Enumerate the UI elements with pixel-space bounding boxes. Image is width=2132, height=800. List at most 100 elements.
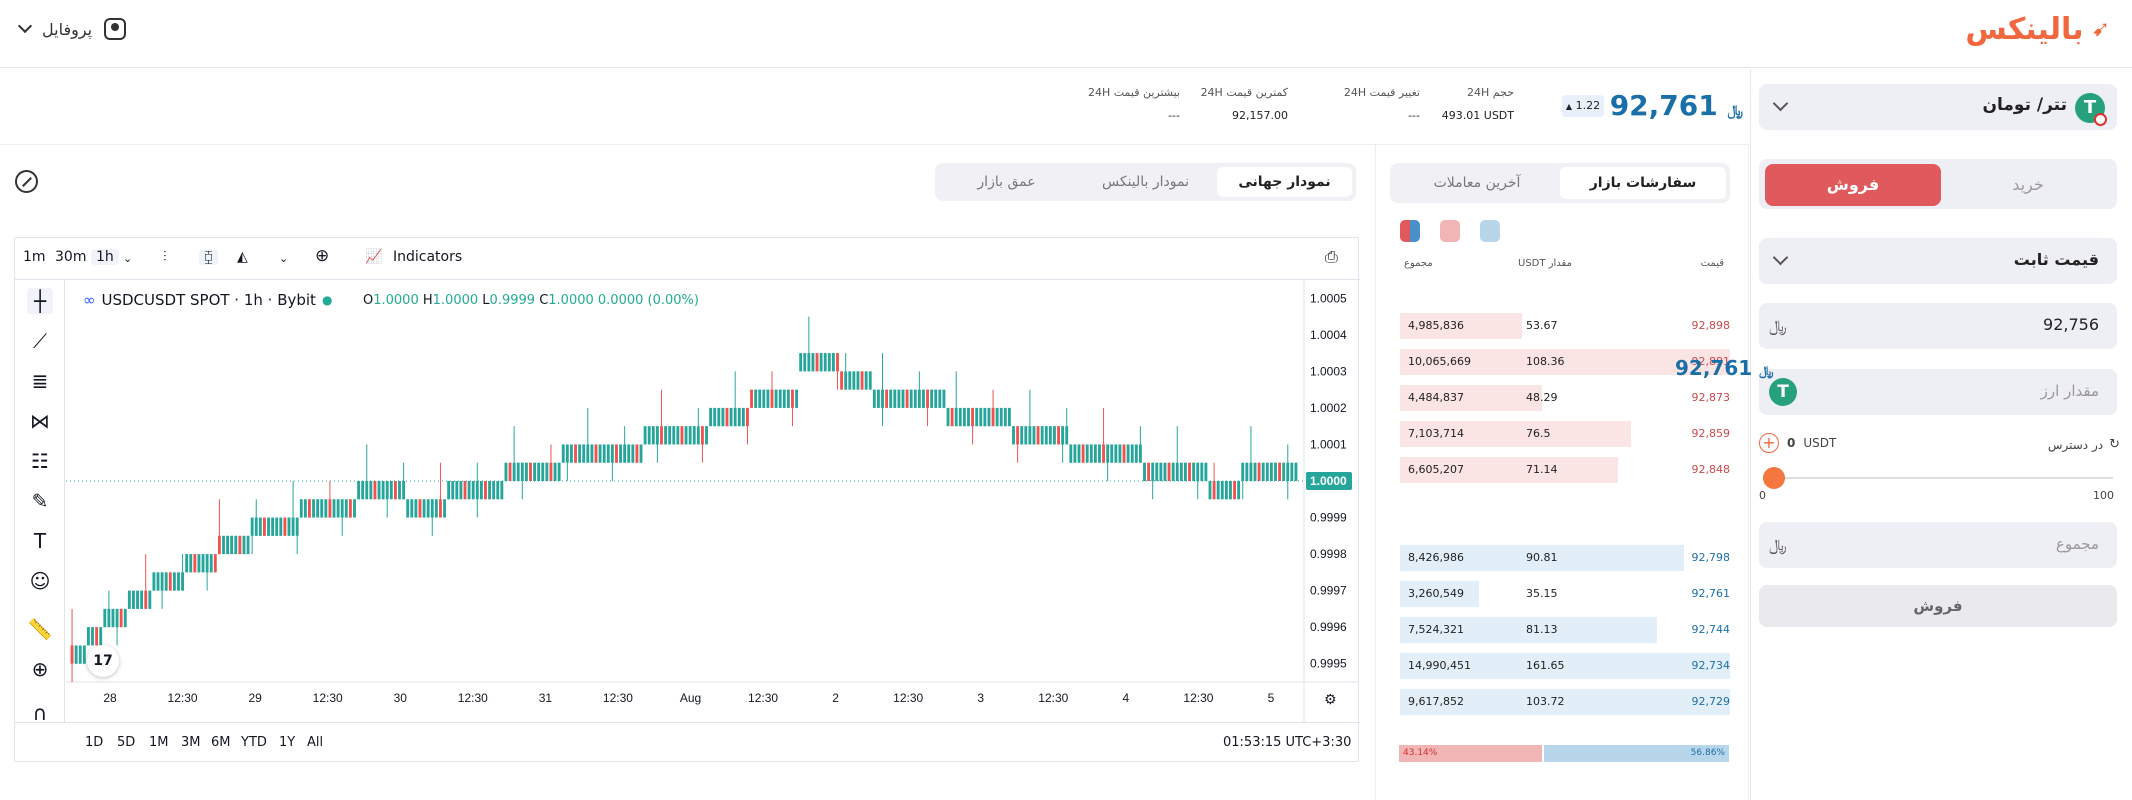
candle-body [115, 608, 119, 628]
bar-style-icon[interactable]: ⫶ [163, 249, 167, 265]
text-icon[interactable]: T [33, 529, 47, 553]
ask-total: 6,605,207 [1408, 463, 1464, 476]
bid-depth-bar [1400, 617, 1658, 643]
available-value: 0 [1787, 436, 1796, 450]
range-1m[interactable]: 1M [149, 735, 169, 750]
bid-row[interactable]: 92,798 90.81 8,426,986 [1400, 545, 1730, 571]
range-5d[interactable]: 5D [117, 735, 136, 750]
ask-price: 92,898 [1691, 319, 1731, 332]
bid-row[interactable]: 92,761 35.15 3,260,549 [1400, 581, 1730, 607]
bid-row[interactable]: 92,744 81.13 7,524,321 [1400, 617, 1730, 643]
order-type-select[interactable]: قیمت ثابت [1759, 238, 2117, 284]
zoom-icon[interactable]: ⊕ [31, 657, 49, 681]
crosshair-icon[interactable]: ┼ [27, 288, 53, 314]
pair-selector[interactable]: T تتر/ تومان [1759, 84, 2117, 130]
ask-depth-bar [1400, 421, 1631, 447]
candle-body [1249, 462, 1253, 481]
indicators-icon[interactable]: 📈 [365, 249, 383, 265]
candle-body [942, 389, 946, 408]
submit-sell-button[interactable]: فروش [1759, 585, 2117, 627]
candle-body [962, 407, 966, 427]
candle-body [1179, 462, 1183, 481]
ruler-icon[interactable]: 📏 [27, 617, 53, 641]
candle-body [1212, 481, 1216, 500]
range-all[interactable]: All [307, 735, 324, 750]
candle-body [434, 499, 438, 518]
tab-global-chart[interactable]: نمودار جهانی [1217, 167, 1352, 197]
magnet-icon[interactable]: ∩ [32, 701, 48, 725]
view-both-icon[interactable] [1400, 220, 1420, 242]
chart-clock[interactable]: 01:53:15 UTC+3:30 [1223, 735, 1352, 750]
amount-slider-knob[interactable] [1763, 467, 1785, 489]
sell-tab[interactable]: فروش [1765, 164, 1941, 206]
candle-body [185, 554, 189, 573]
interval-30m[interactable]: 30m [55, 249, 87, 265]
chevron-down-icon[interactable]: ⌄ [279, 252, 289, 265]
candle-body [496, 481, 500, 500]
projection-icon[interactable]: ☷ [31, 449, 49, 473]
range-3m[interactable]: 3M [181, 735, 201, 750]
ask-row[interactable]: 92,891 108.36 10,065,669 [1400, 349, 1730, 375]
tab-market-depth[interactable]: عمق بازار [977, 174, 1036, 190]
interval-1m[interactable]: 1m [23, 249, 46, 265]
candle-body [803, 353, 807, 372]
deposit-plus-icon[interactable]: + [1759, 433, 1779, 453]
price-chart[interactable]: 1.0005 1.0004 1.0003 1.0002 1.0001 1.0000 0.99… [66, 280, 1358, 722]
ask-row[interactable]: 92,873 48.29 4,484,837 [1400, 385, 1730, 411]
toman-icon: ﷼ [1769, 316, 1787, 335]
candle-body [308, 499, 311, 518]
tab-market-orders[interactable]: سفارشات بازار [1560, 167, 1726, 199]
stat-low: کمترین قیمت 24H 92,157.00 [1201, 86, 1288, 122]
ask-amount: 108.36 [1526, 355, 1565, 368]
indicators-button[interactable]: Indicators [393, 249, 463, 265]
total-input[interactable]: مجموع ﷼ [1759, 522, 2117, 568]
emoji-icon[interactable]: ☺ [29, 569, 51, 593]
candle-body [1294, 462, 1298, 481]
camera-icon[interactable]: ⎙ [1325, 247, 1338, 266]
candle-body [754, 389, 758, 408]
candle-body [823, 353, 827, 372]
price-input[interactable]: 92,756 ﷼ [1759, 303, 2117, 349]
refresh-icon[interactable]: ↻ [2109, 437, 2120, 452]
add-compare-icon[interactable]: ⊕ [315, 246, 330, 266]
logo[interactable]: ➹ بالینکس [1965, 6, 2110, 52]
tab-balinex-chart[interactable]: نمودار بالینکس [1101, 174, 1189, 190]
profile-menu[interactable]: پروفایل [17, 14, 127, 44]
ask-row[interactable]: 92,859 76.5 7,103,714 [1400, 421, 1730, 447]
candles-icon[interactable]: ⧮ [199, 249, 218, 265]
tab-last-trades[interactable]: آخرین معاملات [1433, 175, 1521, 191]
candle-body [524, 462, 528, 481]
bid-row[interactable]: 92,729 103.72 9,617,852 [1400, 689, 1730, 715]
view-asks-icon[interactable] [1440, 220, 1460, 242]
ask-amount: 48.29 [1526, 391, 1558, 404]
candle-body [1093, 444, 1097, 463]
range-1d[interactable]: 1D [85, 735, 104, 750]
candle-body [1278, 462, 1282, 481]
buy-tab[interactable]: خرید [2012, 175, 2044, 194]
candle-body [418, 499, 422, 518]
bid-row[interactable]: 92,734 161.65 14,990,451 [1400, 653, 1730, 679]
header-price: قیمت [1700, 258, 1724, 269]
amount-slider-track[interactable] [1773, 477, 2113, 479]
range-1y[interactable]: 1Y [279, 735, 296, 750]
candle-body [852, 371, 856, 390]
ask-row[interactable]: 92,848 71.14 6,605,207 [1400, 457, 1730, 483]
stat-value: 493.01 USDT [1441, 109, 1514, 122]
fib-icon[interactable]: ≣ [31, 369, 49, 393]
trendline-icon[interactable]: ⟋ [33, 329, 47, 353]
pattern-icon[interactable]: ⋈ [30, 409, 50, 433]
amount-input[interactable]: مقدار ارز T [1759, 369, 2117, 415]
interval-1h[interactable]: 1h [91, 249, 119, 265]
range-ytd[interactable]: YTD [241, 735, 267, 750]
area-chart-icon[interactable]: ◭ [237, 249, 248, 265]
candle-body [758, 389, 762, 408]
ask-depth-bar [1400, 385, 1542, 411]
tradingview-logo[interactable]: 17 [87, 645, 119, 677]
view-bids-icon[interactable] [1480, 220, 1500, 242]
ask-row[interactable]: 92,898 53.67 4,985,836 [1400, 313, 1730, 339]
chevron-down-icon[interactable]: ⌄ [123, 252, 133, 265]
expand-icon[interactable] [15, 170, 38, 193]
brush-icon[interactable]: ✎ [31, 489, 49, 513]
candle-body [987, 407, 991, 427]
range-6m[interactable]: 6M [211, 735, 231, 750]
